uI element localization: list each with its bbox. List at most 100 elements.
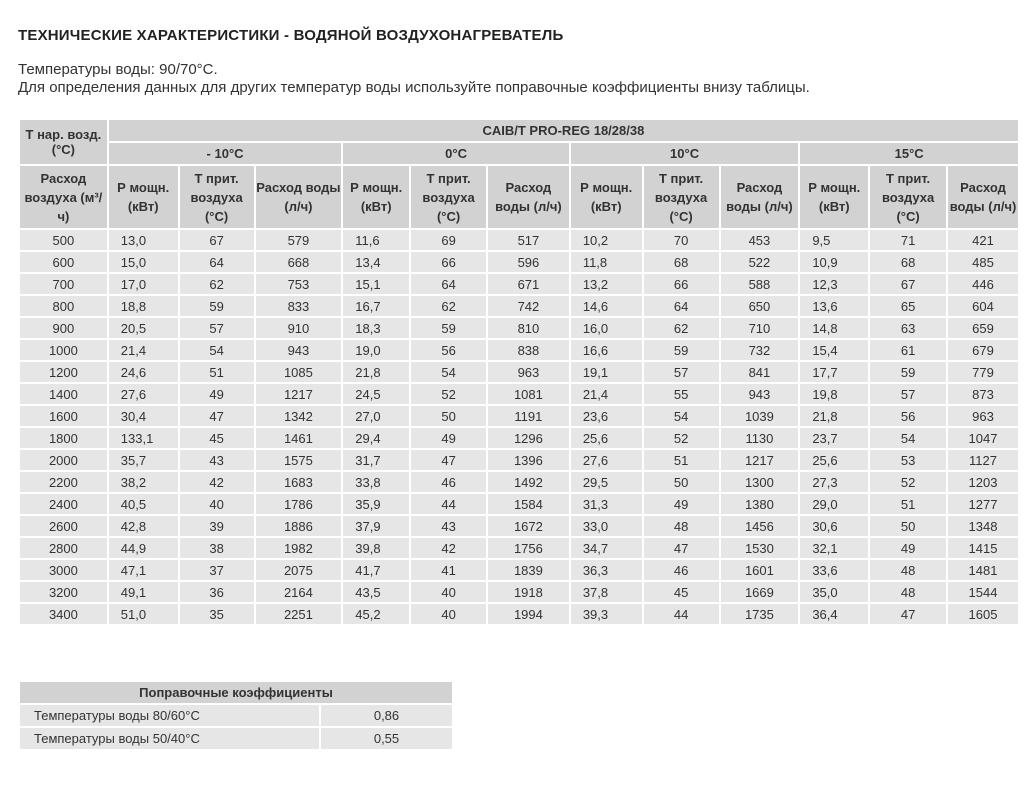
table-cell: 1300	[718, 470, 801, 494]
table-cell: 1492	[486, 470, 571, 494]
table-cell: 650	[718, 294, 801, 318]
table-cell: 19,8	[798, 382, 871, 406]
table-row: 600 15,0 64 668 13,4 66 596 11,8 68 522 10,9 68 485	[18, 250, 1020, 274]
table-cell: 700	[18, 272, 109, 296]
table-cell: 10,2	[568, 228, 644, 252]
table-cell: 37,9	[341, 514, 412, 538]
table-cell: 45	[641, 580, 721, 604]
table-cell: 2200	[18, 470, 109, 494]
table-cell: 2600	[18, 514, 109, 538]
temp-group-header: 10°С	[568, 141, 801, 166]
table-cell: 41	[409, 558, 489, 582]
table-cell: 24,6	[106, 360, 180, 384]
table-cell: 1735	[718, 602, 801, 626]
table-cell: 1200	[18, 360, 109, 384]
table-cell: 59	[868, 360, 949, 384]
table-cell: 2800	[18, 536, 109, 560]
column-header: Р мощн. (кВт)	[798, 164, 871, 230]
table-cell: 963	[946, 404, 1020, 428]
table-cell: 48	[868, 558, 949, 582]
table-cell: 16,0	[568, 316, 644, 340]
specs-table: Т нар. возд. (°С) CAIB/T PRO-REG 18/28/38…	[18, 118, 1021, 626]
table-cell: 12,3	[798, 272, 871, 296]
table-cell: 453	[718, 228, 801, 252]
table-cell: 2000	[18, 448, 109, 472]
table-cell: 1400	[18, 382, 109, 406]
column-header: Расход воды (л/ч)	[946, 164, 1020, 230]
table-row: 500 13,0 67 579 11,6 69 517 10,2 70 453 9,5 71 421	[18, 228, 1020, 252]
table-cell: 1461	[253, 426, 344, 450]
table-cell: 17,0	[106, 272, 180, 296]
table-cell: 1203	[946, 470, 1020, 494]
table-cell: 943	[718, 382, 801, 406]
header-row: Т нар. возд. (°С) CAIB/T PRO-REG 18/28/38	[18, 118, 1021, 166]
table-cell: 41,7	[341, 558, 412, 582]
table-cell: 62	[409, 294, 489, 318]
table-cell: 943	[253, 338, 344, 362]
table-cell: 54	[868, 426, 949, 450]
column-header: Т прит. воздуха (°С)	[409, 164, 489, 230]
table-row: 1600 30,4 47 1342 27,0 50 1191 23,6 54 1039 21,8 56…	[18, 404, 1020, 428]
correction-row: Температуры воды 80/60°С 0,86	[18, 703, 454, 728]
table-cell: 1918	[486, 580, 571, 604]
table-cell: 15,4	[798, 338, 871, 362]
table-cell: 779	[946, 360, 1020, 384]
table-cell: 3200	[18, 580, 109, 604]
table-cell: 47	[177, 404, 256, 428]
table-cell: 1605	[946, 602, 1020, 626]
column-header: Р мощн. (кВт)	[341, 164, 412, 230]
table-cell: 45,2	[341, 602, 412, 626]
table-cell: 1800	[18, 426, 109, 450]
table-cell: 59	[177, 294, 256, 318]
table-cell: 1600	[18, 404, 109, 428]
table-cell: 3400	[18, 602, 109, 626]
temp-group-header: 0°С	[341, 141, 571, 166]
table-cell: 69	[409, 228, 489, 252]
table-cell: 1296	[486, 426, 571, 450]
table-cell: 1342	[253, 404, 344, 428]
table-cell: 27,0	[341, 404, 412, 428]
column-header: Т прит. воздуха (°С)	[868, 164, 949, 230]
table-cell: 833	[253, 294, 344, 318]
table-cell: 732	[718, 338, 801, 362]
table-cell: 600	[18, 250, 109, 274]
table-cell: 27,6	[106, 382, 180, 406]
table-row: 800 18,8 59 833 16,7 62 742 14,6 64 650 13,6 65 604	[18, 294, 1020, 318]
table-cell: 48	[641, 514, 721, 538]
table-cell: 517	[486, 228, 571, 252]
header-row: Расход воздуха (м³/ч) Р мощн. (кВт) Т прит…	[18, 164, 1020, 230]
table-cell: 1085	[253, 360, 344, 384]
table-cell: 39,8	[341, 536, 412, 560]
column-header: Расход воды (л/ч)	[718, 164, 801, 230]
table-cell: 50	[641, 470, 721, 494]
table-cell: 52	[641, 426, 721, 450]
table-cell: 56	[868, 404, 949, 428]
table-cell: 49	[409, 426, 489, 450]
table-cell: 33,6	[798, 558, 871, 582]
table-cell: 10,9	[798, 250, 871, 274]
table-cell: 1348	[946, 514, 1020, 538]
table-cell: 62	[641, 316, 721, 340]
table-cell: 1000	[18, 338, 109, 362]
table-cell: 42,8	[106, 514, 180, 538]
table-cell: 67	[868, 272, 949, 296]
table-cell: 1217	[253, 382, 344, 406]
table-cell: 1839	[486, 558, 571, 582]
table-cell: 29,4	[341, 426, 412, 450]
table-cell: 21,4	[568, 382, 644, 406]
table-row: 1200 24,6 51 1085 21,8 54 963 19,1 57 841 17,7 59 77…	[18, 360, 1020, 384]
table-cell: 44,9	[106, 536, 180, 560]
table-cell: 1217	[718, 448, 801, 472]
table-cell: 63	[868, 316, 949, 340]
table-cell: 11,8	[568, 250, 644, 274]
table-cell: 16,6	[568, 338, 644, 362]
table-row: 1800 133,1 45 1461 29,4 49 1296 25,6 52 1130 23,7 5…	[18, 426, 1020, 450]
table-cell: 40	[177, 492, 256, 516]
table-cell: 66	[409, 250, 489, 274]
table-cell: 838	[486, 338, 571, 362]
table-cell: 51	[177, 360, 256, 384]
table-cell: 579	[253, 228, 344, 252]
table-cell: 67	[177, 228, 256, 252]
table-cell: 55	[641, 382, 721, 406]
table-cell: 9,5	[798, 228, 871, 252]
